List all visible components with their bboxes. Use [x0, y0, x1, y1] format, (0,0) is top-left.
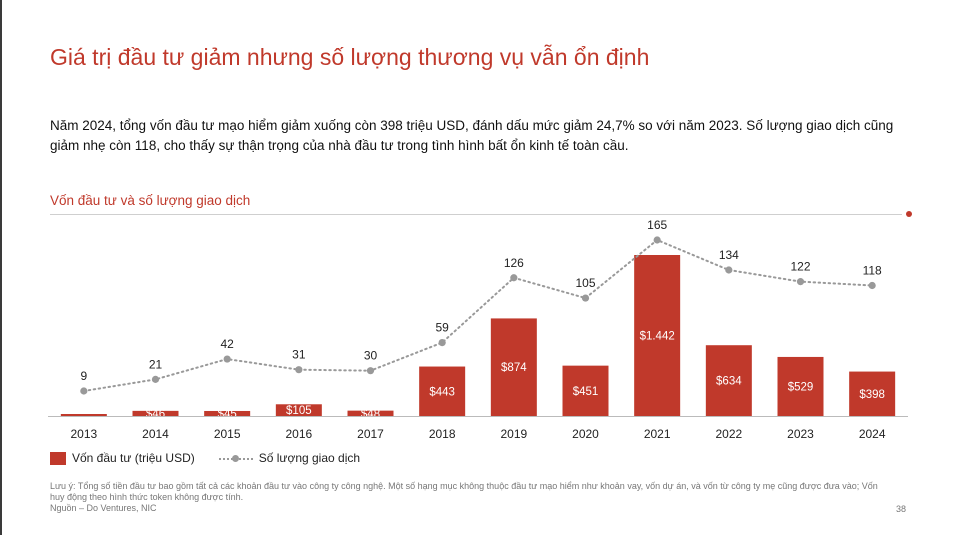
bar-2019 — [490, 318, 537, 416]
bar-2024 — [849, 371, 896, 416]
deal-point-2016 — [295, 366, 303, 374]
legend: Vốn đầu tư (triệu USD) Số lượng giao dịc… — [50, 451, 360, 465]
deal-label-2022: 134 — [719, 248, 739, 262]
bar-series: $46 $45 $105 $48 $443 $874 $451 $1.442 $634 $529 $… — [60, 255, 896, 420]
bar-label-2021: $1.442 — [640, 331, 675, 343]
page-number: 38 — [895, 504, 906, 514]
deal-label-2013: 9 — [80, 369, 87, 383]
bar-2023 — [777, 356, 824, 416]
bar-label-2014: $46 — [146, 408, 165, 420]
bar-label-2018: $443 — [429, 386, 455, 398]
deal-label-2018: 59 — [435, 321, 449, 335]
deal-point-2013 — [80, 387, 88, 395]
footnote: Lưu ý: Tổng số tiền đầu tư bao gồm tất c… — [50, 481, 890, 514]
deal-point-2015 — [223, 355, 231, 363]
deal-label-2016: 31 — [292, 348, 306, 362]
bar-label-2015: $45 — [218, 408, 237, 420]
deal-point-2017 — [366, 367, 375, 375]
x-tick-2024: 2024 — [859, 427, 886, 441]
deal-point-2021 — [653, 236, 661, 244]
footnote-text: Lưu ý: Tổng số tiền đầu tư bao gồm tất c… — [50, 481, 878, 502]
deal-point-2022 — [725, 266, 733, 274]
deal-point-2023 — [796, 278, 805, 286]
deal-point-2020 — [581, 294, 590, 302]
bar-2022 — [705, 345, 752, 416]
bar-2015 — [204, 410, 251, 416]
deal-point-2014 — [151, 375, 160, 383]
deal-count-line — [82, 238, 874, 392]
x-tick-2015: 2015 — [214, 427, 241, 441]
deal-label-2015: 42 — [220, 337, 234, 351]
chart-heading: Vốn đầu tư và số lượng giao dịch — [50, 193, 251, 208]
x-tick-2018: 2018 — [429, 427, 456, 441]
bar-label-2024: $398 — [859, 389, 885, 401]
intro-paragraph: Năm 2024, tổng vốn đầu tư mạo hiểm giảm … — [50, 118, 894, 153]
bar-2018 — [419, 366, 466, 416]
x-tick-2017: 2017 — [357, 427, 384, 441]
deal-label-2024: 118 — [863, 263, 882, 277]
deal-label-2023: 122 — [790, 260, 810, 274]
legend-line-swatch — [218, 452, 253, 465]
bar-label-2019: $874 — [501, 362, 527, 374]
x-tick-labels: 2013 2014 2015 2016 2017 2018 2019 2020 2021 2022… — [70, 427, 885, 441]
deal-label-2021: 165 — [647, 218, 667, 232]
source-text: Nguồn – Do Ventures, NIC — [50, 503, 157, 513]
left-border — [0, 0, 2, 535]
bar-label-2023: $529 — [788, 381, 814, 393]
deal-point-2018 — [438, 339, 446, 347]
x-tick-2013: 2013 — [70, 427, 97, 441]
x-tick-2021: 2021 — [644, 427, 671, 441]
deal-point-2019 — [510, 274, 518, 282]
x-tick-2022: 2022 — [715, 427, 742, 441]
bar-label-2017: $48 — [361, 408, 380, 420]
page-title: Giá trị đầu tư giảm nhưng số lượng thươn… — [50, 44, 650, 70]
line-series — [80, 236, 876, 395]
bar-label-2022: $634 — [716, 376, 742, 388]
legend-bar-swatch — [50, 451, 66, 465]
deal-label-2019: 126 — [504, 256, 524, 270]
bar-2016 — [275, 404, 322, 416]
x-tick-2023: 2023 — [787, 427, 814, 441]
bar-2020 — [562, 365, 609, 416]
bar-2014 — [132, 410, 179, 416]
legend-line-label: Số lượng giao dịch — [258, 451, 361, 465]
deal-label-2014: 21 — [149, 357, 163, 371]
deal-point-2024 — [868, 281, 876, 290]
legend-bar-label: Vốn đầu tư (triệu USD) — [72, 451, 195, 465]
x-tick-2016: 2016 — [285, 427, 312, 441]
x-tick-2019: 2019 — [500, 427, 527, 441]
deal-label-2020: 105 — [575, 276, 595, 290]
line-data-labels: 9 21 42 31 30 59 126 105 165 134 122 118 — [80, 218, 882, 383]
bar-2021 — [634, 255, 681, 416]
chart-heading-rule — [50, 214, 902, 215]
bar-label-2020: $451 — [573, 386, 599, 398]
bar-label-2016: $105 — [286, 405, 312, 417]
bar-2017 — [347, 410, 394, 416]
deal-label-2017: 30 — [364, 349, 378, 363]
bar-2013 — [60, 414, 107, 416]
x-tick-2020: 2020 — [572, 427, 599, 441]
rule-end-dot — [906, 211, 912, 217]
x-tick-2014: 2014 — [142, 427, 169, 441]
